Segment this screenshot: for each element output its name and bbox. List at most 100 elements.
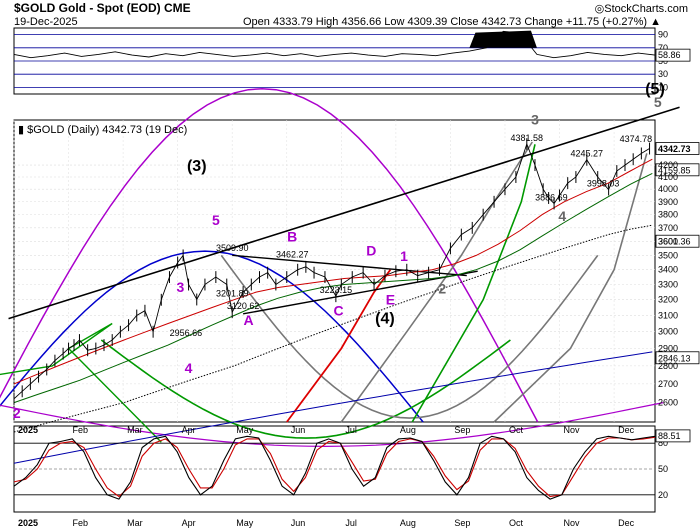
stoch-current-label: 88.51 xyxy=(658,431,681,441)
price-annotation: 3462.27 xyxy=(276,250,309,260)
stoch-k-line xyxy=(13,435,656,500)
stoch-current-box xyxy=(655,429,691,443)
wave-label: (5) xyxy=(645,81,665,98)
month-tick-label-bottom: Oct xyxy=(509,518,524,528)
price-line xyxy=(13,142,650,400)
price-annotation: 3120.62 xyxy=(227,301,260,311)
price-tick-label: 3300 xyxy=(658,279,678,289)
price-panel-label: ▮ $GOLD (Daily) 4342.73 (19 Dec) xyxy=(18,124,187,136)
axis-value-label: 3601.36 xyxy=(658,237,691,247)
month-tick-label-bottom: Mar xyxy=(127,518,143,528)
month-tick-label-bottom: Dec xyxy=(618,518,635,528)
channel-upper-line xyxy=(8,106,680,320)
price-tick-label: 4200 xyxy=(658,160,678,170)
price-tick-label: 2800 xyxy=(658,361,678,371)
month-tick-label: Jul xyxy=(345,425,357,435)
price-tick-label: 2700 xyxy=(658,379,678,389)
month-tick-label-bottom: May xyxy=(236,518,254,528)
month-tick-label: Apr xyxy=(182,425,196,435)
wave-label: B xyxy=(287,228,297,244)
cycle-valley-purple xyxy=(0,402,664,448)
cycle-rise-green xyxy=(411,144,536,423)
stockcharts-logo: ◎StockCharts.com xyxy=(595,3,688,15)
month-tick-label: Aug xyxy=(400,425,416,435)
stoch-d-line xyxy=(13,436,656,498)
cycle-valley-gray xyxy=(220,254,599,419)
y-axis-ticks: 2600 2700 2800 2900 3000 3100 3200 3300 3400 3500… xyxy=(658,160,678,408)
axis-value-label: 4342.73 xyxy=(658,144,691,154)
price-panel-frame xyxy=(13,119,656,423)
price-annotation: 3509.90 xyxy=(216,243,249,253)
wave-label: 5 xyxy=(654,94,662,110)
month-tick-label: Feb xyxy=(73,425,89,435)
axis-value-box xyxy=(655,142,700,155)
month-tick-label-bottom: Sep xyxy=(454,518,470,528)
price-tick-label: 3500 xyxy=(658,250,678,260)
triangle-upper-line xyxy=(232,254,467,277)
month-tick-label: Sep xyxy=(454,425,470,435)
month-tick-label-bottom: Nov xyxy=(564,518,581,528)
month-tick-label-bottom: 2025 xyxy=(18,518,38,528)
wave-label: (3) xyxy=(187,158,207,175)
rsi-panel: 907050103058.86 xyxy=(13,30,691,92)
price-tick-label: 3100 xyxy=(658,310,678,320)
wave-label: 3 xyxy=(531,111,539,127)
price-tick-label: 2900 xyxy=(658,343,678,353)
moving-average-line xyxy=(13,224,653,433)
price-annotation: 4245.27 xyxy=(571,149,604,159)
wave-label: C xyxy=(334,302,344,318)
rsi-level-label: 30 xyxy=(658,69,668,79)
month-tick-label-bottom: Jul xyxy=(345,518,357,528)
chart-date: 19-Dec-2025 xyxy=(14,16,78,28)
wave-label: 5 xyxy=(212,212,220,228)
wave-label: 3 xyxy=(176,279,184,295)
stoch-level-label: 20 xyxy=(658,490,668,500)
price-tick-label: 3400 xyxy=(658,265,678,275)
month-tick-label: 2025 xyxy=(18,425,38,435)
price-bars xyxy=(13,138,651,405)
month-tick-label: May xyxy=(236,425,254,435)
month-tick-label: Oct xyxy=(509,425,524,435)
price-tick-label: 2600 xyxy=(658,398,678,408)
stoch-level-label: 50 xyxy=(658,464,668,474)
price-annotation: 3886.69 xyxy=(535,192,568,202)
chart-title: $GOLD Gold - Spot (EOD) CME xyxy=(14,1,191,15)
rsi-current-box xyxy=(655,48,691,62)
month-tick-label-bottom: Apr xyxy=(182,518,196,528)
rsi-current-label: 58.86 xyxy=(658,50,681,60)
cycle-small-green xyxy=(0,322,162,443)
triangle-lower-line xyxy=(242,270,478,315)
price-tick-label: 3000 xyxy=(658,327,678,337)
rsi-level-label: 10 xyxy=(658,82,668,92)
price-tick-label: 4100 xyxy=(658,172,678,182)
annotations: 3509.90 3201.89 3120.62 3462.27 3223.15 2956.… xyxy=(170,133,700,365)
month-tick-label: Mar xyxy=(127,425,143,435)
cycle-arc-blue xyxy=(0,250,424,423)
month-tick-label-bottom: Aug xyxy=(400,518,416,528)
axis-value-label: 2846.13 xyxy=(658,353,691,363)
cycle-rise-gray-2 xyxy=(493,153,648,423)
stochastic-panel: 80 50 20 88.51 xyxy=(13,429,691,500)
price-annotation: 4381.58 xyxy=(511,133,544,143)
rsi-level-label: 90 xyxy=(658,30,668,40)
wave-label: D xyxy=(366,242,376,258)
price-tick-label: 3200 xyxy=(658,295,678,305)
axis-value-label: 4159.85 xyxy=(658,165,691,175)
wave-label: (4) xyxy=(375,311,395,328)
price-annotation: 4374.78 xyxy=(620,134,653,144)
wave-label: 4 xyxy=(558,208,566,224)
wave-label: A xyxy=(244,312,254,328)
price-annotation: 3998.03 xyxy=(587,178,620,188)
cycle-rise-gray xyxy=(340,141,533,423)
price-tick-label: 3600 xyxy=(658,236,678,246)
month-tick-label: Nov xyxy=(564,425,581,435)
stoch-level-label: 80 xyxy=(658,438,668,448)
price-tick-label: 4000 xyxy=(658,184,678,194)
wave-label: 2 xyxy=(438,281,446,297)
axis-value-box xyxy=(655,351,700,365)
rsi-line xyxy=(13,30,656,59)
price-tick-label: 3700 xyxy=(658,223,678,233)
axis-value-box xyxy=(655,234,700,248)
